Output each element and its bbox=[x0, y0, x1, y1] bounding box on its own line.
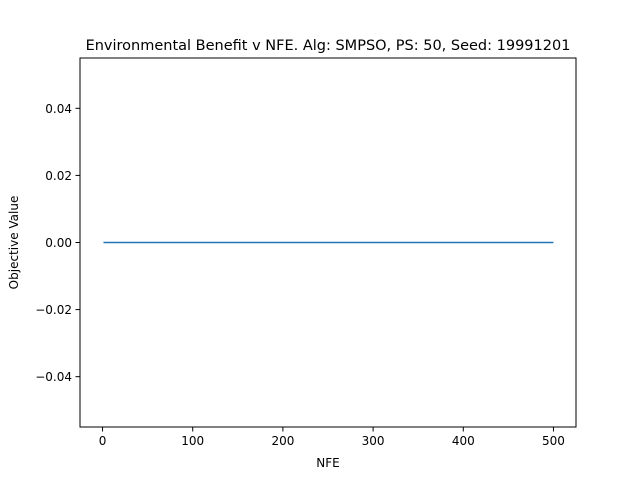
y-axis-label: Objective Value bbox=[7, 196, 21, 290]
plot-frame bbox=[79, 57, 577, 428]
x-tick-label: 0 bbox=[99, 434, 107, 448]
y-tick-label: 0.04 bbox=[45, 102, 72, 116]
x-tick-label: 300 bbox=[362, 434, 385, 448]
y-tick-label: −0.02 bbox=[35, 303, 72, 317]
x-tick-label: 100 bbox=[181, 434, 204, 448]
x-tick-label: 200 bbox=[271, 434, 294, 448]
x-axis-label: NFE bbox=[316, 456, 339, 470]
y-axis-ticks: −0.04 −0.02 0.00 0.02 0.04 bbox=[35, 102, 80, 384]
x-tick-label: 400 bbox=[452, 434, 475, 448]
chart-title: Environmental Benefit v NFE. Alg: SMPSO,… bbox=[86, 38, 571, 54]
x-axis-ticks: 0 100 200 300 400 500 bbox=[99, 427, 565, 448]
y-tick-label: 0.02 bbox=[45, 169, 72, 183]
x-tick-label: 500 bbox=[542, 434, 565, 448]
y-tick-label: −0.04 bbox=[35, 370, 72, 384]
y-tick-label: 0.00 bbox=[45, 236, 72, 250]
